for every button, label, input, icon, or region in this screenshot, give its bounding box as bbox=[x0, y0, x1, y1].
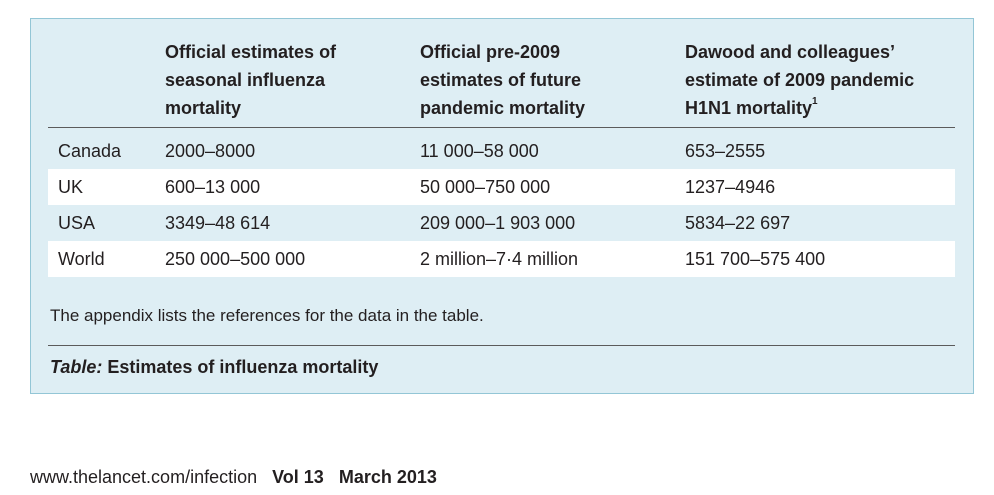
table-cell: 209 000–1 903 000 bbox=[420, 213, 576, 233]
row-label: UK bbox=[58, 177, 84, 197]
footer: www.thelancet.com/infection Vol 13 March… bbox=[30, 465, 437, 489]
footer-url: www.thelancet.com/infection bbox=[30, 467, 258, 487]
header-text: Dawood and colleagues’ estimate of 2009 … bbox=[685, 42, 915, 118]
table-cell: 2 million–7·4 million bbox=[420, 249, 579, 269]
header-text: Official estimates of seasonal influenza… bbox=[165, 42, 337, 118]
column-header: Official estimates of seasonal influenza… bbox=[165, 38, 375, 122]
header-rule bbox=[48, 127, 955, 128]
table-cell: 151 700–575 400 bbox=[685, 249, 826, 269]
caption-label: Table: bbox=[50, 357, 103, 377]
caption-rule bbox=[48, 345, 955, 346]
table-caption: Table: Estimates of influenza mortality bbox=[50, 355, 378, 379]
row-label: World bbox=[58, 249, 105, 269]
table-cell: 653–2555 bbox=[685, 141, 766, 161]
row-band bbox=[48, 169, 955, 205]
row-label: USA bbox=[58, 213, 96, 233]
row-band bbox=[48, 241, 955, 277]
footer-date: March 2013 bbox=[338, 467, 437, 487]
header-text: Official pre-2009 estimates of future pa… bbox=[420, 42, 586, 118]
table-cell: 11 000–58 000 bbox=[420, 141, 539, 161]
caption-text: Estimates of influenza mortality bbox=[107, 357, 379, 377]
footer-volume: Vol 13 bbox=[272, 467, 324, 487]
column-header: Dawood and colleagues’ estimate of 2009 … bbox=[685, 38, 955, 122]
table-cell: 3349–48 614 bbox=[165, 213, 271, 233]
table-box bbox=[30, 18, 974, 394]
table-cell: 5834–22 697 bbox=[685, 213, 791, 233]
table-cell: 50 000–750 000 bbox=[420, 177, 551, 197]
table-cell: 250 000–500 000 bbox=[165, 249, 306, 269]
header-superscript: 1 bbox=[812, 96, 818, 107]
table-cell: 2000–8000 bbox=[165, 141, 256, 161]
table-cell: 1237–4946 bbox=[685, 177, 776, 197]
table-note: The appendix lists the references for th… bbox=[50, 306, 484, 325]
row-label: Canada bbox=[58, 141, 122, 161]
column-header: Official pre-2009 estimates of future pa… bbox=[420, 38, 645, 122]
table-cell: 600–13 000 bbox=[165, 177, 261, 197]
